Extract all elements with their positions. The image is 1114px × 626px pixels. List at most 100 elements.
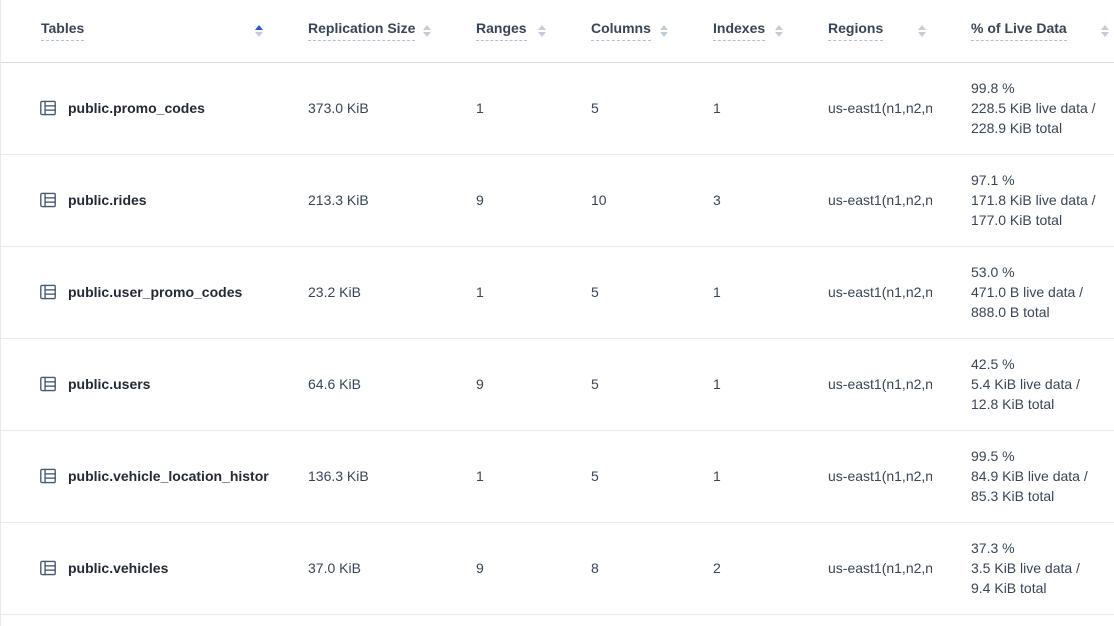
table-row[interactable]: public.rides 213.3 KiB 9 10 3 us-east1(n…: [1, 154, 1114, 247]
ranges-cell: 9: [437, 522, 552, 615]
column-header-columns[interactable]: Columns: [552, 0, 674, 63]
replication-size-cell: 37.0 KiB: [269, 522, 437, 615]
column-header-replication-size[interactable]: Replication Size: [269, 0, 437, 63]
live-data-amount: 3.5 KiB live data /: [971, 560, 1080, 576]
sort-arrows-icon: [660, 24, 668, 37]
table-name-cell[interactable]: public.rides: [1, 154, 269, 247]
column-header-live-data[interactable]: % of Live Data: [932, 0, 1114, 63]
replication-size-cell: 136.3 KiB: [269, 430, 437, 523]
indexes-cell: 3: [674, 154, 789, 247]
column-header-tables[interactable]: Tables: [1, 0, 269, 63]
column-header-indexes[interactable]: Indexes: [674, 0, 789, 63]
table-name[interactable]: public.users: [68, 376, 151, 392]
indexes-cell: 1: [674, 430, 789, 523]
table-name-cell[interactable]: public.vehicle_location_histories: [1, 430, 269, 523]
total-data-amount: 9.4 KiB total: [971, 580, 1047, 596]
ranges-cell: 9: [437, 154, 552, 247]
column-label: Tables: [41, 20, 85, 42]
table-body: public.promo_codes 373.0 KiB 1 5 1 us-ea…: [1, 62, 1114, 615]
columns-cell: 5: [552, 430, 674, 523]
table-icon: [40, 284, 56, 300]
total-data-amount: 228.9 KiB total: [971, 120, 1063, 136]
live-data-percent: 42.5 %: [971, 356, 1015, 372]
live-data-cell: 37.3 % 3.5 KiB live data / 9.4 KiB total: [932, 522, 1114, 615]
table-name-cell[interactable]: public.user_promo_codes: [1, 246, 269, 339]
columns-cell: 5: [552, 338, 674, 431]
live-data-percent: 99.5 %: [971, 448, 1015, 464]
column-label: Columns: [591, 20, 651, 42]
table-icon: [40, 468, 56, 484]
live-data-amount: 5.4 KiB live data /: [971, 376, 1080, 392]
regions-cell: us-east1(n1,n2,n3): [789, 246, 932, 339]
live-data-cell: 97.1 % 171.8 KiB live data / 177.0 KiB t…: [932, 154, 1114, 247]
table-name[interactable]: public.promo_codes: [68, 100, 205, 116]
ranges-cell: 1: [437, 430, 552, 523]
columns-cell: 8: [552, 522, 674, 615]
column-label: Indexes: [713, 20, 766, 42]
column-label: % of Live Data: [971, 20, 1067, 42]
columns-cell: 5: [552, 246, 674, 339]
table-row[interactable]: public.vehicle_location_histories 136.3 …: [1, 430, 1114, 523]
table-name-cell[interactable]: public.users: [1, 338, 269, 431]
total-data-amount: 85.3 KiB total: [971, 488, 1055, 504]
indexes-cell: 2: [674, 522, 789, 615]
replication-size-cell: 373.0 KiB: [269, 62, 437, 155]
sort-arrows-icon: [775, 24, 783, 37]
column-label: Regions: [828, 20, 884, 42]
table-name[interactable]: public.vehicles: [68, 560, 169, 576]
columns-cell: 5: [552, 62, 674, 155]
sort-arrows-icon: [918, 24, 926, 37]
regions-cell: us-east1(n1,n2,n3): [789, 430, 932, 523]
replication-size-cell: 213.3 KiB: [269, 154, 437, 247]
column-header-regions[interactable]: Regions: [789, 0, 932, 63]
table-name-cell[interactable]: public.vehicles: [1, 522, 269, 615]
sort-arrows-icon: [255, 24, 263, 37]
table-row[interactable]: public.vehicles 37.0 KiB 9 8 2 us-east1(…: [1, 522, 1114, 615]
table-name[interactable]: public.user_promo_codes: [68, 284, 243, 300]
column-header-ranges[interactable]: Ranges: [437, 0, 552, 63]
live-data-amount: 228.5 KiB live data /: [971, 100, 1096, 116]
live-data-percent: 37.3 %: [971, 540, 1015, 556]
table-icon: [40, 560, 56, 576]
column-label: Replication Size: [308, 20, 416, 42]
indexes-cell: 1: [674, 246, 789, 339]
live-data-cell: 99.8 % 228.5 KiB live data / 228.9 KiB t…: [932, 62, 1114, 155]
regions-cell: us-east1(n1,n2,n3): [789, 62, 932, 155]
live-data-percent: 99.8 %: [971, 80, 1015, 96]
table-header-row: Tables Replication Size Ranges: [1, 0, 1114, 63]
table-name[interactable]: public.rides: [68, 192, 147, 208]
replication-size-cell: 23.2 KiB: [269, 246, 437, 339]
columns-cell: 10: [552, 154, 674, 247]
ranges-cell: 1: [437, 62, 552, 155]
total-data-amount: 177.0 KiB total: [971, 212, 1063, 228]
total-data-amount: 888.0 B total: [971, 304, 1050, 320]
indexes-cell: 1: [674, 338, 789, 431]
table-row[interactable]: public.user_promo_codes 23.2 KiB 1 5 1 u…: [1, 246, 1114, 339]
table-name[interactable]: public.vehicle_location_histories: [68, 468, 269, 484]
replication-size-cell: 64.6 KiB: [269, 338, 437, 431]
table-icon: [40, 100, 56, 116]
live-data-percent: 53.0 %: [971, 264, 1015, 280]
live-data-cell: 42.5 % 5.4 KiB live data / 12.8 KiB tota…: [932, 338, 1114, 431]
regions-cell: us-east1(n1,n2,n3): [789, 522, 932, 615]
regions-cell: us-east1(n1,n2,n3): [789, 338, 932, 431]
total-data-amount: 12.8 KiB total: [971, 396, 1055, 412]
indexes-cell: 1: [674, 62, 789, 155]
table-icon: [40, 192, 56, 208]
live-data-percent: 97.1 %: [971, 172, 1015, 188]
table-icon: [40, 376, 56, 392]
live-data-cell: 99.5 % 84.9 KiB live data / 85.3 KiB tot…: [932, 430, 1114, 523]
table-row[interactable]: public.users 64.6 KiB 9 5 1 us-east1(n1,…: [1, 338, 1114, 431]
table-name-cell[interactable]: public.promo_codes: [1, 62, 269, 155]
sort-arrows-icon: [538, 24, 546, 37]
ranges-cell: 9: [437, 338, 552, 431]
regions-cell: us-east1(n1,n2,n3): [789, 154, 932, 247]
sort-arrows-icon: [1101, 24, 1109, 37]
live-data-amount: 171.8 KiB live data /: [971, 192, 1096, 208]
live-data-cell: 53.0 % 471.0 B live data / 888.0 B total: [932, 246, 1114, 339]
live-data-amount: 84.9 KiB live data /: [971, 468, 1088, 484]
table-row[interactable]: public.promo_codes 373.0 KiB 1 5 1 us-ea…: [1, 62, 1114, 155]
column-label: Ranges: [476, 20, 527, 42]
